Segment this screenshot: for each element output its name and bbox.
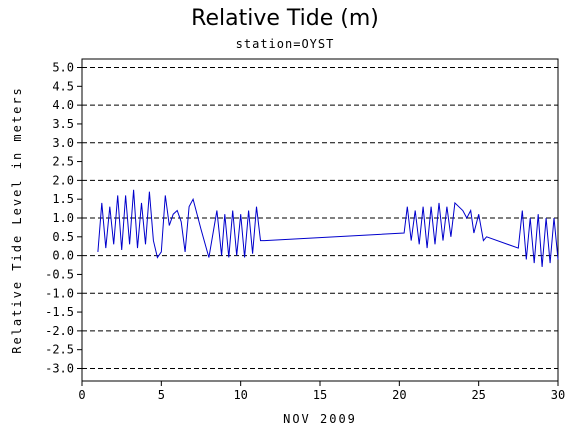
y-tick-label: 3.0 bbox=[52, 136, 74, 150]
y-tick-label: 0.5 bbox=[52, 230, 74, 244]
y-tick-label: -1.0 bbox=[45, 286, 74, 300]
x-tick-label: 20 bbox=[392, 388, 406, 402]
x-axis-label: NOV 2009 bbox=[283, 412, 357, 426]
tide-series-line bbox=[97, 189, 559, 267]
y-tick-label: 2.5 bbox=[52, 155, 74, 169]
x-axis-ticks: 0 5 10 15 20 25 30 bbox=[78, 381, 565, 402]
y-tick-label: -2.0 bbox=[45, 324, 74, 338]
x-tick-label: 15 bbox=[313, 388, 327, 402]
chart-title: Relative Tide (m) bbox=[191, 6, 379, 31]
y-tick-label: 3.5 bbox=[52, 117, 74, 131]
y-tick-label: 5.0 bbox=[52, 61, 74, 75]
y-tick-label: 1.5 bbox=[52, 192, 74, 206]
y-tick-label: 1.0 bbox=[52, 211, 74, 225]
y-tick-label: -3.0 bbox=[45, 362, 74, 376]
x-tick-label: 0 bbox=[78, 388, 85, 402]
x-tick-label: 30 bbox=[551, 388, 565, 402]
y-axis-ticks: 5.0 4.5 4.0 3.5 3.0 2.5 2.0 1.5 1.0 0.5 0.0 -0.5 -1.… bbox=[45, 61, 82, 376]
y-tick-label: 4.5 bbox=[52, 79, 74, 93]
y-tick-label: -2.5 bbox=[45, 343, 74, 357]
y-tick-label: 0.0 bbox=[52, 249, 74, 263]
plot-frame bbox=[81, 58, 559, 382]
y-axis-label: Relative Tide Level in meters bbox=[10, 86, 24, 354]
y-tick-label: -0.5 bbox=[45, 267, 74, 281]
x-tick-label: 10 bbox=[233, 388, 247, 402]
grid-layer bbox=[82, 67, 558, 369]
x-tick-label: 25 bbox=[471, 388, 485, 402]
chart-subtitle: station=OYST bbox=[235, 37, 335, 51]
y-tick-label: 2.0 bbox=[52, 173, 74, 187]
x-tick-label: 5 bbox=[158, 388, 165, 402]
y-tick-label: -1.5 bbox=[45, 305, 74, 319]
y-tick-label: 4.0 bbox=[52, 98, 74, 112]
